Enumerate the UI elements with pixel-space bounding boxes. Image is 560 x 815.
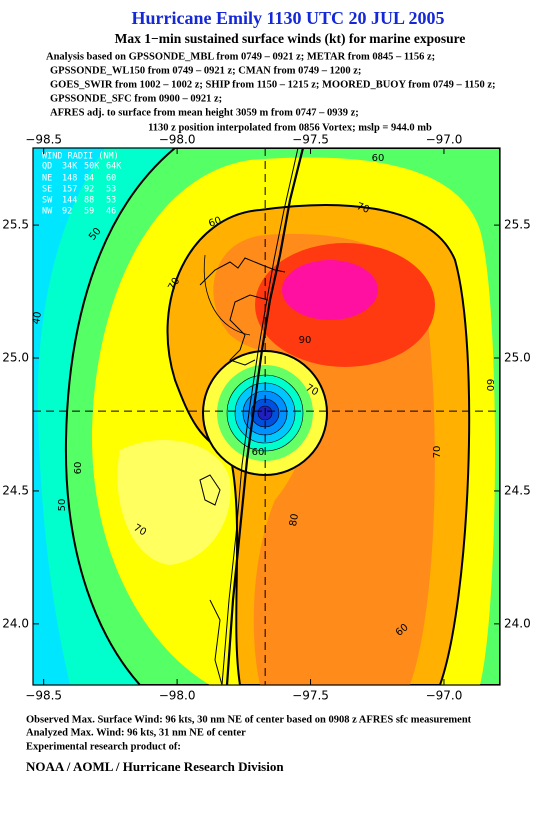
contour-label: 70 — [432, 446, 443, 459]
analysis-line: GPSSONDE_WL150 from 0749 – 0921 z; CMAN … — [50, 65, 361, 76]
analysis-line: GPSSONDE_SFC from 0900 – 0921 z; — [50, 93, 222, 104]
subtitle: Max 1−min sustained surface winds (kt) f… — [115, 31, 466, 46]
wind-radii-header: 34K — [62, 162, 78, 172]
contour-label: 80 — [288, 513, 301, 527]
title: Hurricane Emily 1130 UTC 20 JUL 2005 — [131, 8, 444, 28]
x-tick-label: −98.0 — [159, 133, 196, 147]
x-tick-label: −98.5 — [25, 133, 62, 147]
wind-radii-cell: 60 — [106, 174, 116, 184]
x-tick-label: −98.5 — [25, 689, 62, 703]
wind-radii-cell: NW — [42, 207, 53, 217]
wind-radii-cell: 157 — [62, 185, 77, 195]
footer-line: Analyzed Max. Wind: 96 kts, 31 nm NE of … — [26, 727, 246, 738]
wind-radii-table: WIND RADII (NM)QD 34K 50K 64K NE 148 84 60 SE 157… — [42, 152, 122, 217]
wind-radii-header: QD — [42, 162, 52, 172]
wind-radii-cell: NE — [42, 174, 52, 184]
y-tick-label: 24.5 — [504, 483, 531, 497]
wind-radii-cell: 53 — [106, 196, 116, 206]
wind-radii-cell: 144 — [62, 196, 77, 206]
map-frame — [32, 147, 501, 686]
y-tick-label: 25.5 — [504, 218, 531, 232]
wind-radii-cell: SW — [42, 196, 53, 206]
footer-line: Observed Max. Surface Wind: 96 kts, 30 n… — [26, 714, 472, 725]
analysis-line: Analysis based on GPSSONDE_MBL from 0749… — [46, 51, 435, 62]
wind-radii-cell: 148 — [62, 174, 77, 184]
contour-label: 60 — [484, 379, 495, 392]
x-tick-label: −97.5 — [292, 133, 329, 147]
analysis-line: 1130 z position interpolated from 0856 V… — [148, 122, 432, 133]
y-tick-label: 25.5 — [2, 218, 29, 232]
contour-label: 40 — [31, 311, 44, 325]
contour-label: 90 — [299, 335, 312, 346]
wind-radii-cell: 84 — [84, 174, 94, 184]
wind-radii-cell: 92 — [84, 185, 94, 195]
wind-radii-header: 50K — [84, 162, 100, 172]
contour-label: 60 — [207, 215, 223, 230]
y-tick-label: 25.0 — [504, 351, 531, 365]
y-tick-label: 24.0 — [2, 616, 29, 630]
contour-label: 70 — [355, 201, 371, 216]
wind-radii-cell: 46 — [106, 207, 116, 217]
y-tick-label: 24.0 — [504, 616, 531, 630]
wind-radii-title: WIND RADII (NM) — [42, 152, 119, 162]
wind-radii-cell: 59 — [84, 207, 94, 217]
y-tick-label: 24.5 — [2, 483, 29, 497]
wind-radii-cell: 88 — [84, 196, 94, 206]
x-tick-label: −97.5 — [292, 689, 329, 703]
x-tick-label: −98.0 — [159, 689, 196, 703]
contour-label: 50 — [57, 499, 68, 512]
contour-label: 60 — [252, 447, 265, 458]
wind-radii-cell: SE — [42, 185, 52, 195]
analysis-line: AFRES adj. to surface from mean height 3… — [50, 107, 359, 118]
analysis: Analysis based on GPSSONDE_MBL from 0749… — [46, 51, 496, 133]
footer-line: Experimental research product of: — [26, 741, 181, 752]
x-tick-label: −97.0 — [426, 689, 463, 703]
wind-radii-cell: 92 — [62, 207, 72, 217]
analysis-line: GOES_SWIR from 1002 – 1002 z; SHIP from … — [50, 79, 496, 90]
contour-label: 60 — [372, 153, 385, 164]
wind-radii-header: 64K — [106, 162, 122, 172]
organization: NOAA / AOML / Hurricane Research Divisio… — [26, 759, 284, 774]
wind-radii-cell: 53 — [106, 185, 116, 195]
wind-field — [33, 148, 500, 685]
x-tick-label: −97.0 — [426, 133, 463, 147]
y-tick-label: 25.0 — [2, 351, 29, 365]
contour-label: 60 — [73, 462, 84, 475]
